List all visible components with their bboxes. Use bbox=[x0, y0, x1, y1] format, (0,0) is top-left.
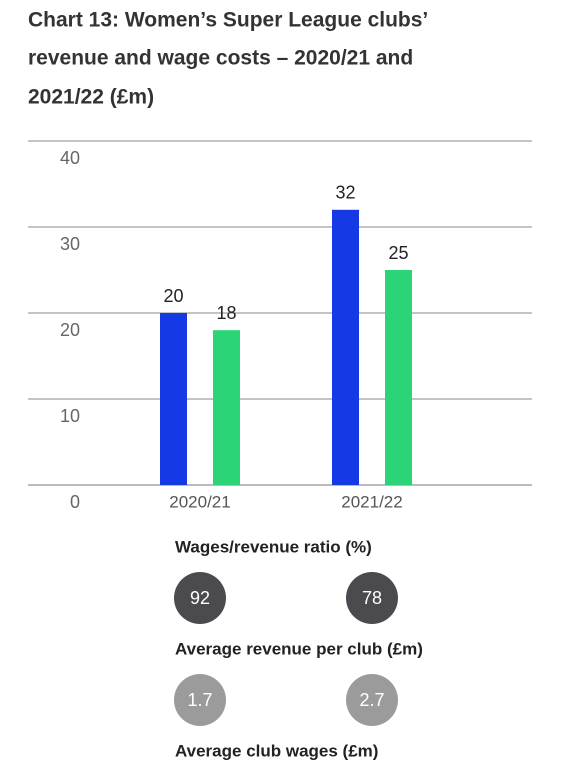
y-tick-label: 20 bbox=[60, 320, 80, 340]
stat-value: 78 bbox=[362, 588, 382, 608]
stat-badge bbox=[346, 674, 398, 726]
stat-badge bbox=[174, 674, 226, 726]
stat-badge bbox=[174, 572, 226, 624]
value-label: 20 bbox=[163, 286, 183, 306]
value-label: 18 bbox=[216, 303, 236, 323]
bar bbox=[213, 330, 240, 485]
x-tick-label: 2021/22 bbox=[341, 492, 402, 511]
value-label: 32 bbox=[335, 183, 355, 203]
y-tick-label: 10 bbox=[60, 406, 80, 426]
chart-title: revenue and wage costs – 2020/21 and bbox=[28, 47, 413, 70]
chart-title: 2021/22 (£m) bbox=[28, 86, 154, 109]
bar bbox=[160, 313, 187, 485]
y-tick-label: 30 bbox=[60, 234, 80, 254]
stat-value: 92 bbox=[190, 588, 210, 608]
stat-value: 2.7 bbox=[359, 690, 384, 710]
value-label: 25 bbox=[388, 243, 408, 263]
stat-value: 1.7 bbox=[187, 690, 212, 710]
x-tick-label: 2020/21 bbox=[169, 492, 230, 511]
stat-title: Average revenue per club (£m) bbox=[175, 639, 423, 658]
stat-title: Average club wages (£m) bbox=[175, 741, 378, 760]
chart-title: Chart 13: Women’s Super League clubs’ bbox=[28, 9, 428, 32]
bar bbox=[385, 270, 412, 485]
y-tick-label: 40 bbox=[60, 148, 80, 168]
stat-badge bbox=[346, 572, 398, 624]
y-tick-label: 0 bbox=[70, 492, 80, 512]
stat-title: Wages/revenue ratio (%) bbox=[175, 537, 372, 556]
bar bbox=[332, 209, 359, 486]
